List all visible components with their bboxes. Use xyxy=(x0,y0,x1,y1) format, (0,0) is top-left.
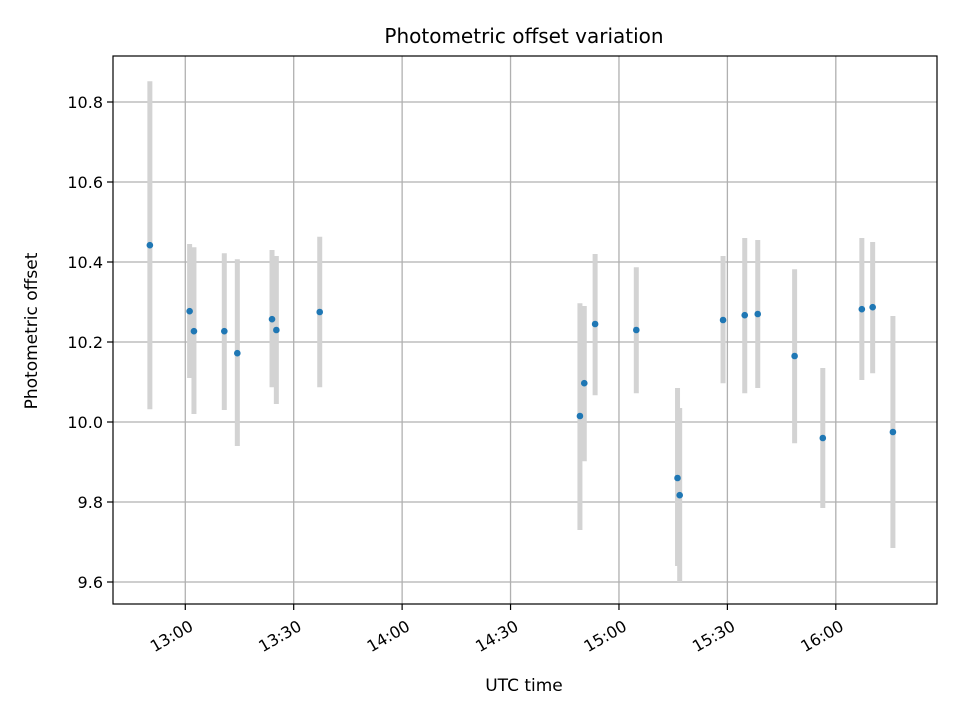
x-tick-label: 14:00 xyxy=(364,616,413,656)
y-tick-label: 10.4 xyxy=(67,253,103,272)
data-point xyxy=(676,491,683,499)
error-bars xyxy=(147,81,896,582)
data-point xyxy=(146,241,154,249)
x-tick-label: 15:30 xyxy=(689,616,738,656)
y-axis-label: Photometric offset xyxy=(22,252,42,409)
y-tick-label: 9.6 xyxy=(78,573,103,592)
data-point xyxy=(580,379,588,387)
y-tick-label: 10.8 xyxy=(67,93,103,112)
x-tick-label: 13:30 xyxy=(255,616,304,656)
data-point xyxy=(273,326,280,334)
data-point xyxy=(869,303,876,311)
x-tick-label: 16:00 xyxy=(797,616,846,656)
plot-frame xyxy=(112,55,938,605)
data-point xyxy=(316,308,324,316)
grid xyxy=(113,56,937,604)
y-tick-label: 10.2 xyxy=(67,333,103,352)
data-point xyxy=(190,327,198,335)
data-point xyxy=(754,310,762,318)
data-point xyxy=(268,315,276,323)
data-points xyxy=(146,241,897,499)
axis-ticks: 13:00 13:30 14:00 14:30 15:00 15:30 16:00 9.6 9.… xyxy=(67,93,846,656)
y-tick-label: 10.0 xyxy=(67,413,103,432)
data-point xyxy=(719,316,727,324)
x-tick-label: 13:00 xyxy=(147,616,196,656)
y-tick-label: 9.8 xyxy=(78,493,103,512)
data-point xyxy=(889,428,897,436)
data-point xyxy=(674,474,681,482)
chart-title: Photometric offset variation xyxy=(384,24,663,48)
data-point xyxy=(234,349,241,357)
data-point xyxy=(576,412,584,420)
x-tick-label: 14:30 xyxy=(472,616,521,656)
data-point xyxy=(741,311,749,319)
data-point xyxy=(591,320,599,328)
x-tick-label: 15:00 xyxy=(581,616,630,656)
data-point xyxy=(221,327,228,335)
data-point xyxy=(819,434,827,442)
x-axis-label: UTC time xyxy=(485,676,563,696)
y-tick-label: 10.6 xyxy=(67,173,103,192)
data-point xyxy=(858,305,866,313)
data-point xyxy=(186,307,193,315)
data-point xyxy=(791,352,798,360)
data-point xyxy=(633,326,640,334)
